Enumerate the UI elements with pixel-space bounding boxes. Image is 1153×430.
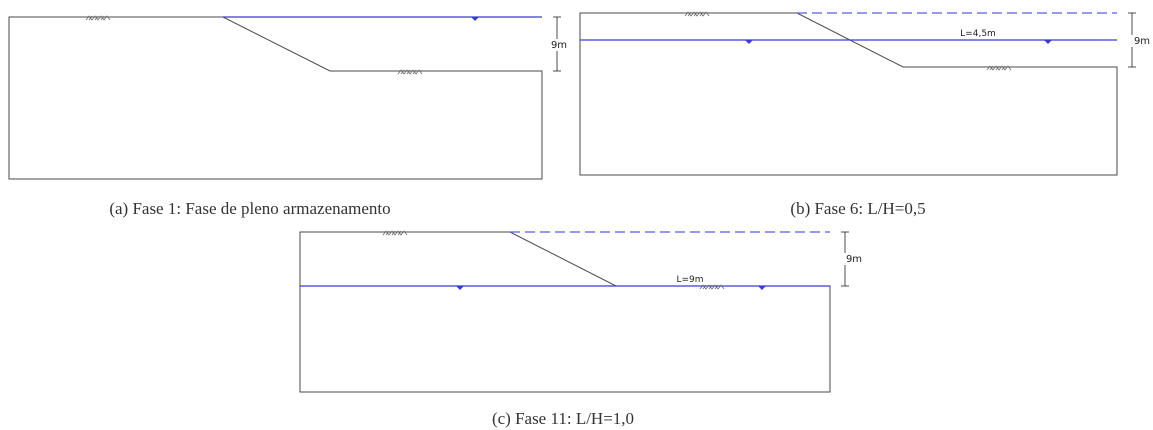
dimension-label: 9m [846,254,862,265]
soil-outline [8,16,543,180]
dimension-label-bg [842,253,862,265]
dimension-label-bg [548,39,566,51]
soil-outline [299,231,831,393]
soil-outline [579,12,1118,176]
dimension-label: 9m [1134,36,1150,47]
dimension-label-bg [1124,35,1143,47]
ground-hatch-icon [382,230,408,236]
ground-hatch-icon [684,11,710,17]
panel-c: L=9m 9m (c) Fase 11: L/H=1,0 [299,230,862,428]
panel-a: 9m (a) Fase 1: Fase de pleno armazenamen… [8,15,567,218]
dimension-label: 9m [551,40,567,51]
ground-hatch-icon [85,15,111,21]
ground-hatch-icon [986,65,1012,71]
ground-hatch-icon [699,284,725,290]
ground-hatch-icon [397,69,423,75]
length-label: L=4,5m [960,29,996,39]
caption-a: (a) Fase 1: Fase de pleno armazenamento [109,199,390,218]
caption-c: (c) Fase 11: L/H=1,0 [492,409,634,428]
length-label: L=9m [676,275,703,285]
panel-b: L=4,5m 9m (b) Fase 6: L/H=0,5 [579,11,1150,218]
caption-b: (b) Fase 6: L/H=0,5 [790,199,925,218]
